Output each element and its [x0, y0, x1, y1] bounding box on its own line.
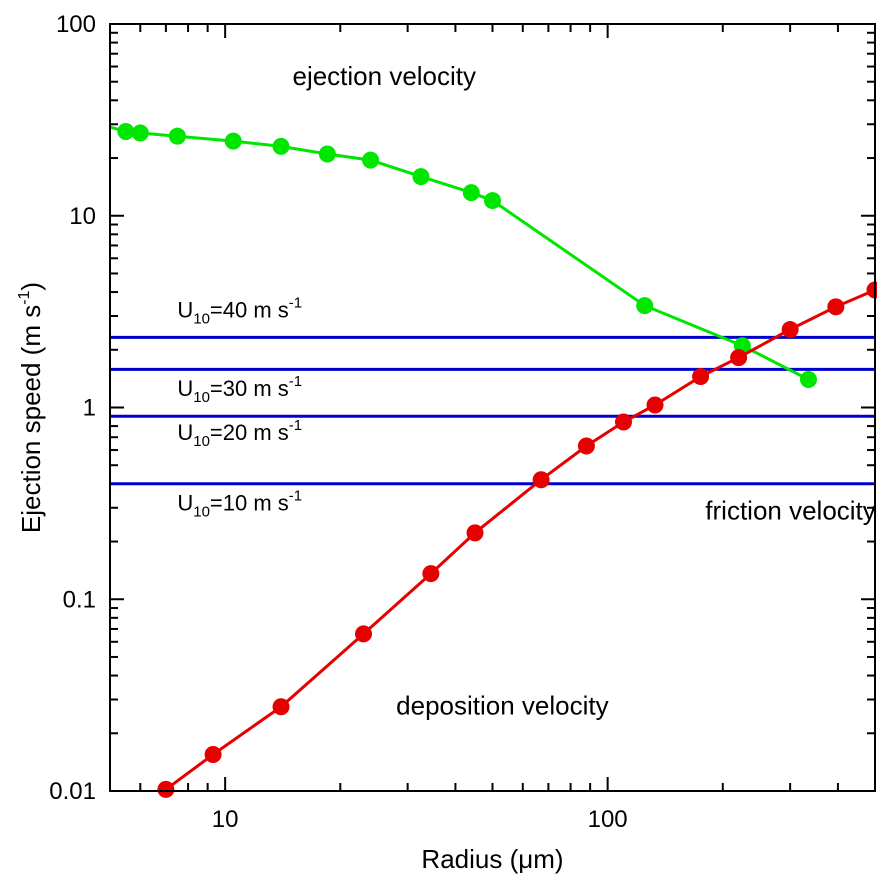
data-point — [462, 184, 480, 202]
label-prefix: U — [177, 420, 193, 445]
y-tick-label: 100 — [56, 11, 96, 38]
plot-frame — [109, 23, 876, 792]
data-point — [484, 192, 501, 210]
label-superscript: -1 — [289, 373, 302, 390]
y-axis-title-main: Ejection speed (m s — [16, 305, 46, 533]
label-text: =40 m s — [210, 297, 289, 322]
label-prefix: U — [177, 376, 193, 401]
friction-velocity-line-label: U10=10 m s-1 — [177, 488, 302, 521]
data-point — [799, 370, 817, 388]
x-tick-label: 10 — [212, 806, 239, 833]
y-tick-label: 1 — [83, 395, 96, 422]
label-text: =30 m s — [210, 376, 289, 401]
data-point — [614, 413, 632, 431]
data-point — [412, 168, 430, 186]
data-point — [636, 297, 654, 315]
y-axis-title-sup: -1 — [16, 290, 33, 304]
data-point — [157, 780, 175, 798]
friction-velocity-line-label: U10=20 m s-1 — [177, 417, 302, 450]
y-axis-title: Ejection speed (m s-1) — [16, 282, 46, 533]
data-point — [318, 145, 336, 163]
x-tick-label: 100 — [588, 806, 628, 833]
label-subscript: 10 — [193, 389, 210, 406]
series-layer — [109, 123, 877, 798]
x-axis-title-mu: μ — [518, 844, 533, 874]
y-tick-label: 0.1 — [63, 586, 96, 613]
data-point — [204, 746, 222, 764]
x-axis-title-main: Radius ( — [421, 844, 518, 874]
label-text: =10 m s — [210, 491, 289, 516]
label-subscript: 10 — [193, 310, 210, 327]
data-point — [577, 437, 595, 455]
label-text: =20 m s — [210, 420, 289, 445]
friction-velocity-label: friction velocity — [705, 496, 876, 526]
series-1 — [157, 281, 877, 798]
data-point — [730, 349, 748, 367]
series-label: deposition velocity — [396, 691, 608, 721]
label-superscript: -1 — [289, 294, 302, 311]
label-subscript: 10 — [193, 504, 210, 521]
series-0 — [109, 123, 817, 388]
data-point — [117, 123, 135, 141]
data-point — [827, 298, 845, 316]
data-point — [168, 127, 186, 145]
y-axis-title-end: ) — [16, 282, 46, 291]
data-point — [466, 524, 484, 542]
data-point — [422, 565, 440, 583]
x-axis-title: Radius (μm) — [421, 844, 563, 874]
y-tick-label: 0.01 — [49, 778, 96, 805]
data-point — [272, 137, 290, 155]
data-point — [646, 396, 664, 414]
data-point — [781, 321, 799, 339]
data-point — [272, 698, 290, 716]
label-subscript: 10 — [193, 433, 210, 450]
friction-velocity-line-label: U10=40 m s-1 — [177, 294, 302, 327]
friction-velocity-line-label: U10=30 m s-1 — [177, 373, 302, 406]
label-prefix: U — [177, 491, 193, 516]
axis-ticks: 10 100 0.01 0.1 1 10 100 — [49, 11, 876, 833]
data-point — [692, 368, 710, 386]
label-superscript: -1 — [289, 417, 302, 434]
series-label: ejection velocity — [292, 61, 476, 91]
series-line — [109, 125, 810, 381]
label-superscript: -1 — [289, 488, 302, 505]
label-prefix: U — [177, 297, 193, 322]
friction-velocity-lines — [110, 335, 875, 486]
data-point — [355, 625, 373, 643]
data-point — [131, 124, 149, 142]
data-point — [532, 471, 550, 489]
y-tick-label: 10 — [69, 203, 96, 230]
data-point — [224, 132, 242, 150]
x-axis-title-rest: m) — [533, 844, 563, 874]
data-point — [362, 151, 380, 169]
